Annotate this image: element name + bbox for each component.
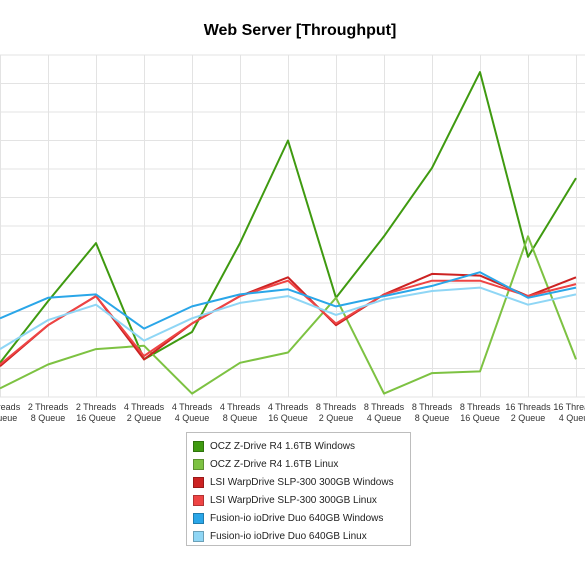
legend-label: OCZ Z-Drive R4 1.6TB Windows: [210, 440, 356, 452]
x-tick-label: 2 Threads 16 Queue: [76, 402, 117, 423]
legend: OCZ Z-Drive R4 1.6TB Windows OCZ Z-Drive …: [186, 432, 411, 546]
x-tick-label: 8 Threads 8 Queue: [412, 402, 453, 423]
legend-swatch: [193, 458, 204, 470]
x-tick-label: 8 Threads 16 Queue: [460, 402, 501, 423]
series-line-1: [0, 71, 577, 364]
x-tick-label: 16 Threads 2 Queue: [505, 402, 551, 423]
chart-title: Web Server [Throughput]: [204, 22, 397, 39]
legend-label: Fusion-io ioDrive Duo 640GB Windows: [210, 512, 384, 524]
legend-swatch: [193, 530, 204, 542]
legend-label: LSI WarpDrive SLP-300 300GB Linux: [210, 494, 377, 506]
x-tick-label: 4 Threads 4 Queue: [172, 402, 213, 423]
series-lines: [0, 71, 577, 395]
x-tick-label: 4 Threads 8 Queue: [220, 402, 261, 423]
x-tick-label: 2 Threads 8 Queue: [28, 402, 69, 423]
legend-swatch: [193, 440, 204, 452]
legend-swatch: [193, 512, 204, 524]
legend-label: OCZ Z-Drive R4 1.6TB Linux: [210, 458, 339, 470]
series-line-5: [0, 271, 577, 330]
series-line-2: [0, 235, 577, 395]
legend-label: Fusion-io ioDrive Duo 640GB Linux: [210, 530, 367, 542]
legend-item: LSI WarpDrive SLP-300 300GB Linux: [193, 492, 377, 508]
legend-item: OCZ Z-Drive R4 1.6TB Windows: [193, 438, 355, 454]
legend-swatch: [193, 476, 204, 488]
x-tick-label: 4 Threads 2 Queue: [124, 402, 165, 423]
legend-item: Fusion-io ioDrive Duo 640GB Windows: [193, 510, 383, 526]
x-tick-label: 8 Threads 2 Queue: [316, 402, 357, 423]
x-tick-label: 8 Threads 4 Queue: [364, 402, 405, 423]
legend-swatch: [193, 494, 204, 506]
x-tick-label: 4 Threads 16 Queue: [268, 402, 309, 423]
grid: [0, 54, 585, 398]
legend-label: LSI WarpDrive SLP-300 300GB Windows: [210, 476, 394, 488]
series-line-6: [0, 286, 577, 350]
legend-item: LSI WarpDrive SLP-300 300GB Windows: [193, 474, 394, 490]
legend-item: OCZ Z-Drive R4 1.6TB Linux: [193, 456, 338, 472]
series-line-4: [0, 279, 577, 366]
legend-item: Fusion-io ioDrive Duo 640GB Linux: [193, 528, 367, 544]
